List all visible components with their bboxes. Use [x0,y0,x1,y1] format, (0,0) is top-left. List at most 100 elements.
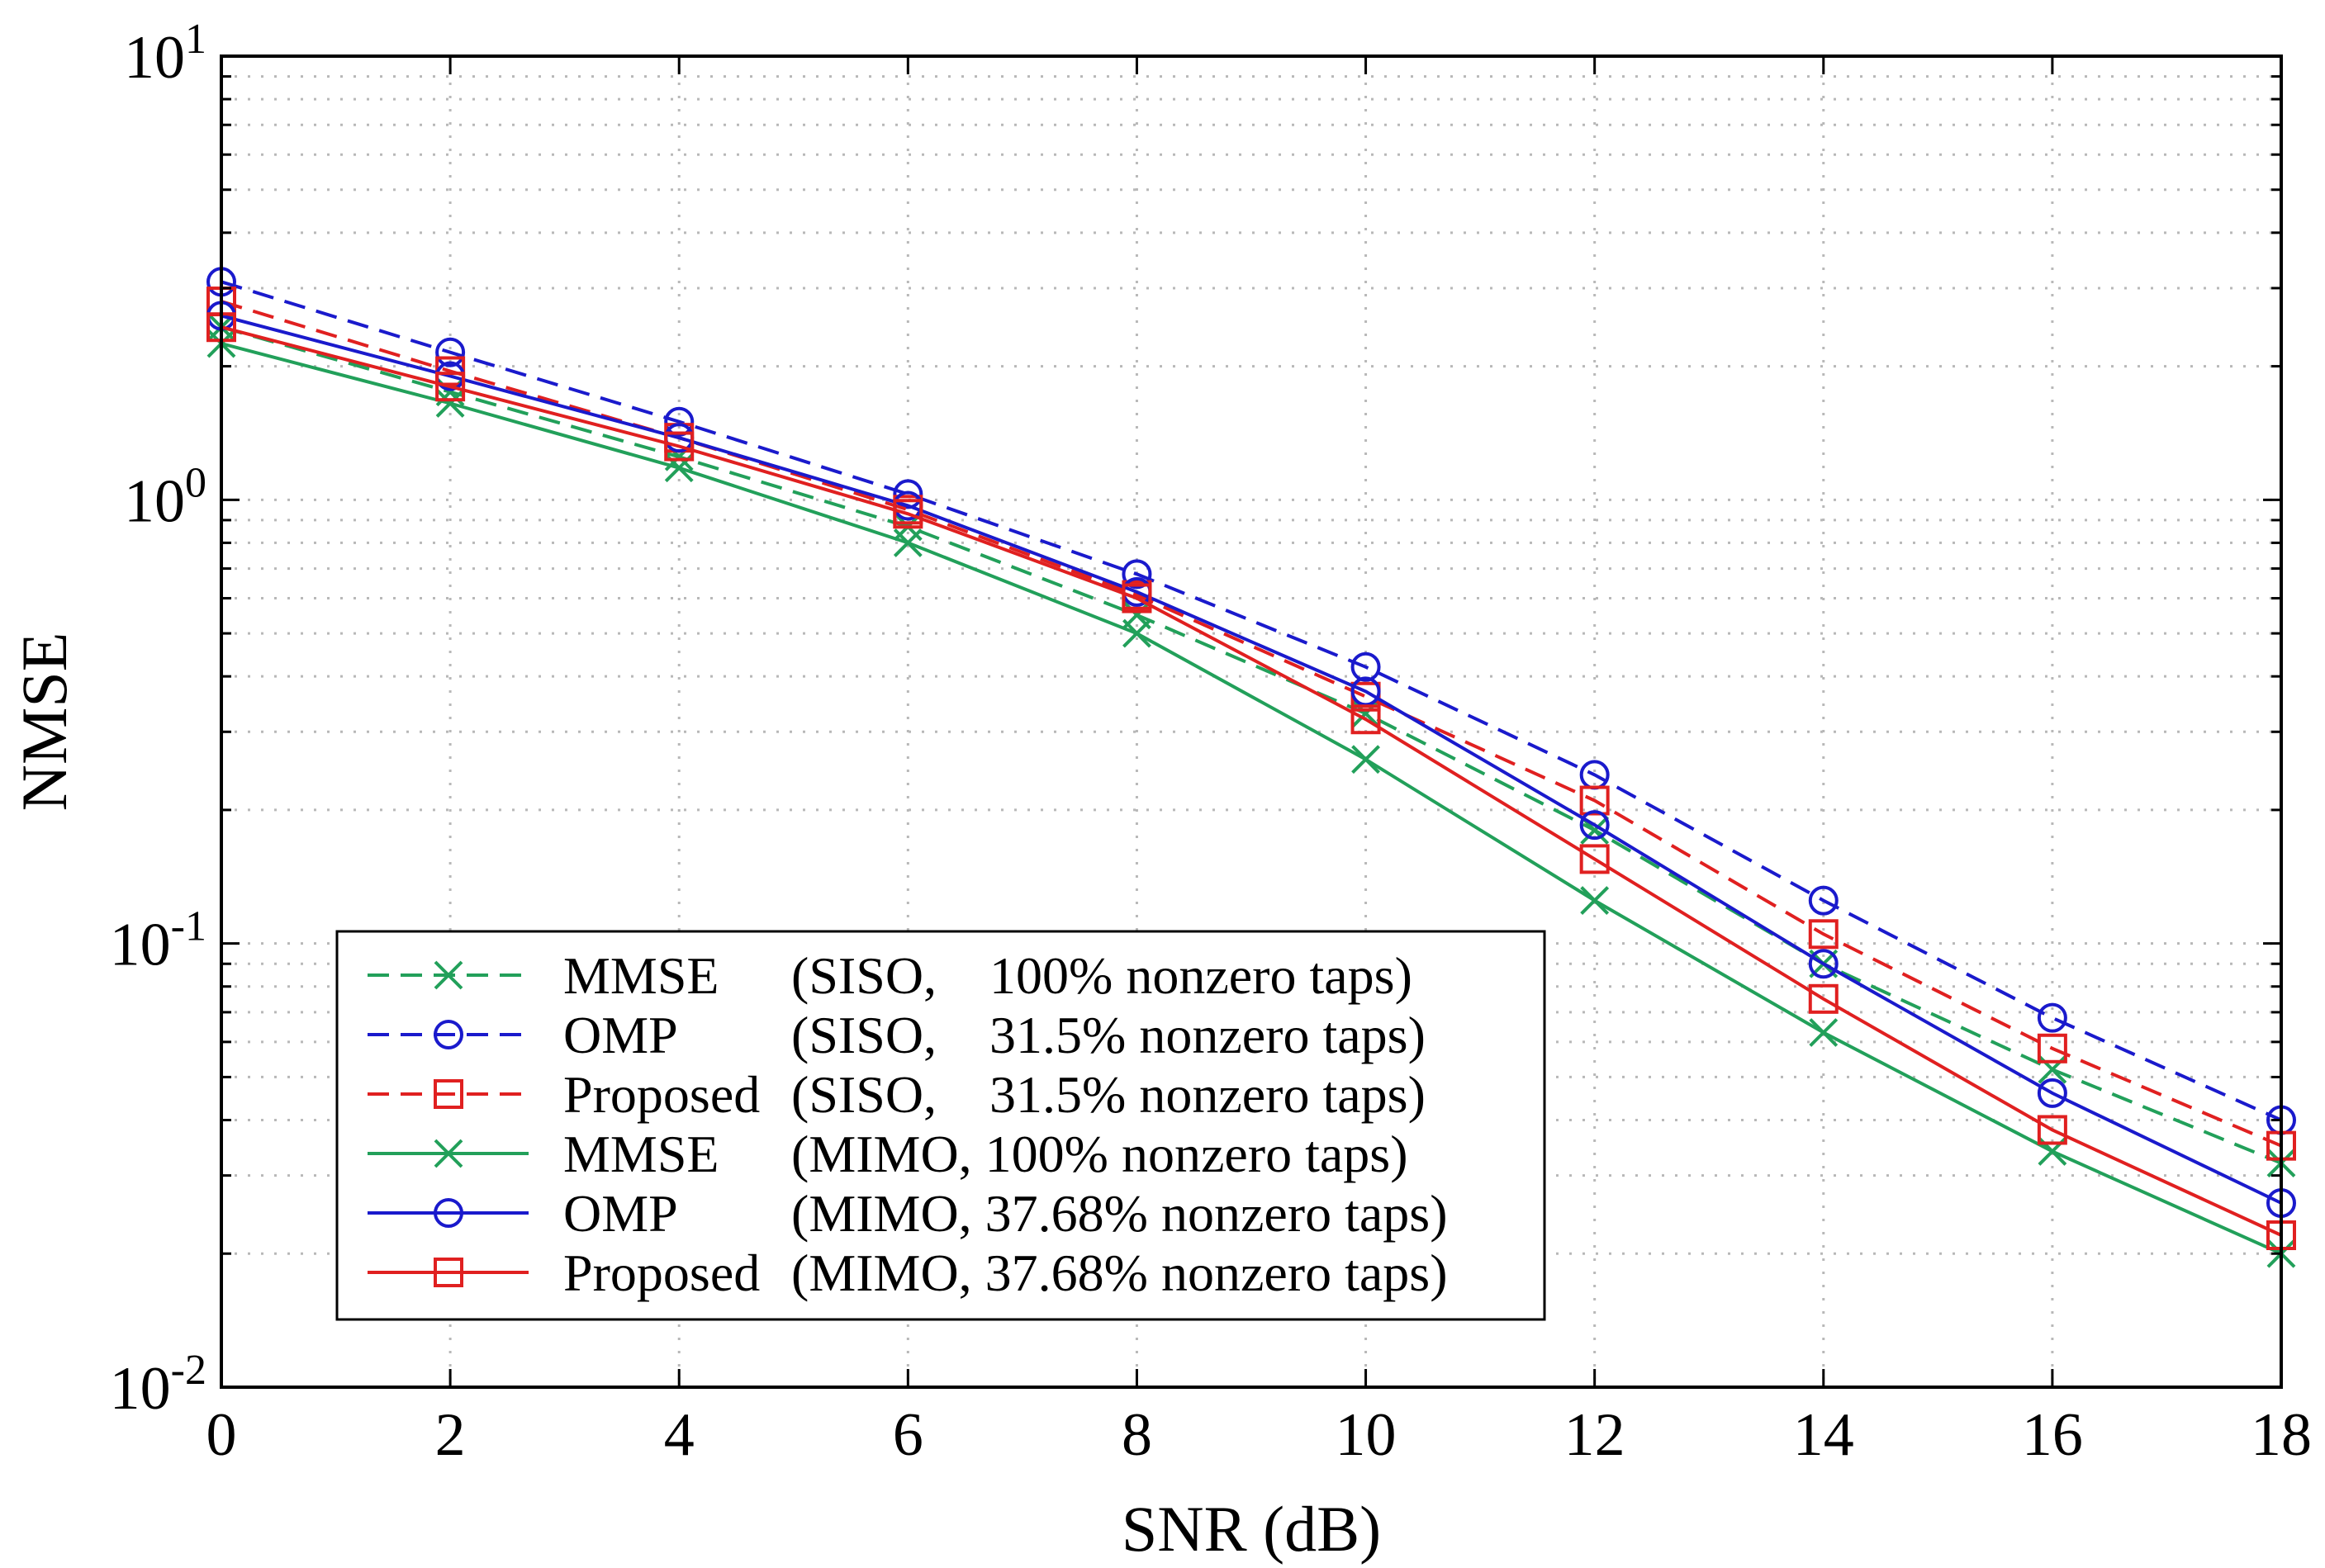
marker-x-stroke [1580,886,1610,916]
x-tick-labels: 0 2 4 6 8 10 12 14 16 18 [206,1401,2313,1469]
series-line [221,325,2282,1165]
y-tick-exponent: -1 [171,903,206,950]
series-line [221,280,2282,1122]
marker-circle [434,1198,463,1228]
series-line [221,300,2282,1148]
marker-x-stroke [435,389,465,418]
axis-ticks [220,54,2283,1389]
marker-square [1579,844,1610,874]
marker-square [435,372,466,402]
legend-config: (MIMO, 37.68% nonzero taps) [791,1244,1448,1302]
marker-x [434,960,463,990]
legend-entry: MMSE (MIMO, 100% nonzero taps) [368,1125,1408,1183]
legend-box [335,930,1546,1321]
marker-square [893,499,923,529]
series-layer [206,267,2296,1268]
series-line [221,314,2282,1205]
y-tick-exponent: -2 [171,1347,206,1394]
legend-name: MMSE [563,1125,719,1183]
marker-x-stroke [434,960,463,990]
plot-frame [220,54,2283,1389]
legend-config: (SISO, 31.5% nonzero taps) [791,1065,1426,1124]
x-axis-label: SNR (dB) [1122,1493,1381,1565]
legend: MMSE (SISO, 100% nonzero taps) OMP (SISO, 3… [335,930,1546,1321]
legend-name: OMP [563,1184,678,1243]
x-tick-label: 12 [1564,1401,1625,1469]
legend-config: (MIMO, 100% nonzero taps) [791,1125,1408,1183]
marker-square [1350,704,1381,735]
marker-circle [1350,651,1381,682]
x-tick-label: 8 [1122,1401,1152,1469]
marker-x [893,528,923,557]
y-axis-label: NMSE [8,632,80,812]
y-tick-base: 10 [110,912,171,979]
marker-square [434,1079,463,1109]
marker-x [1351,745,1380,775]
marker-square [1808,919,1839,950]
y-tick-label: 101 [124,16,206,92]
y-tick-label: 10-1 [110,903,206,979]
y-tick-exponent: 1 [185,16,206,63]
y-tick-exponent: 0 [185,459,206,506]
marker-circle [435,337,466,367]
marker-circle [1579,810,1610,841]
legend-entry: OMP (MIMO, 37.68% nonzero taps) [368,1184,1448,1243]
legend-entry: Proposed (MIMO, 37.68% nonzero taps) [368,1244,1448,1302]
x-tick-label: 4 [664,1401,695,1469]
marker-square [434,1258,463,1287]
legend-config: (SISO, 100% nonzero taps) [791,946,1412,1005]
x-tick-label: 0 [206,1401,237,1469]
x-tick-label: 16 [2022,1401,2083,1469]
marker-x-stroke [1580,816,1610,845]
marker-x-stroke [1122,618,1151,648]
y-tick-base: 10 [124,24,185,92]
marker-x [1122,618,1151,648]
marker-x-stroke [1809,1018,1839,1047]
marker-x [435,389,465,418]
legend-config: (SISO, 31.5% nonzero taps) [791,1006,1426,1064]
legend-name: Proposed [563,1244,760,1302]
legend-name: OMP [563,1006,678,1064]
marker-square [664,431,695,462]
marker-circle [1808,885,1839,916]
marker-circle [2037,1002,2067,1033]
marker-x [1809,1018,1839,1047]
marker-square [1808,983,1839,1014]
marker-square [2037,1033,2067,1063]
marker-circle [2037,1078,2067,1108]
x-tick-label: 6 [893,1401,923,1469]
series-proposed-mimo [206,312,2296,1251]
marker-square [1579,785,1610,816]
marker-x-stroke [1351,745,1380,775]
marker-x [1580,886,1610,916]
marker-circle [1808,949,1839,979]
x-tick-label: 14 [1793,1401,1854,1469]
marker-square [1122,583,1152,613]
marker-square [2037,1115,2067,1145]
marker-circle [434,1020,463,1049]
series-line [221,342,2282,1256]
y-tick-base: 10 [110,1355,171,1423]
series-line [221,325,2282,1237]
marker-x [434,1139,463,1168]
y-tick-label: 10-2 [110,1347,206,1423]
legend-name: MMSE [563,946,719,1005]
marker-circle [664,406,695,437]
y-tick-label: 100 [124,459,206,535]
legend-config: (MIMO, 37.68% nonzero taps) [791,1184,1448,1243]
x-tick-label: 10 [1336,1401,1397,1469]
y-tick-base: 10 [124,467,185,535]
x-tick-label: 2 [435,1401,466,1469]
legend-name: Proposed [563,1065,760,1124]
legend-entry: MMSE (SISO, 100% nonzero taps) [368,946,1412,1005]
legend-entry: OMP (SISO, 31.5% nonzero taps) [368,1006,1426,1064]
legend-entry: Proposed (SISO, 31.5% nonzero taps) [368,1065,1426,1124]
legend-entries: MMSE (SISO, 100% nonzero taps) OMP (SISO, 3… [368,946,1448,1302]
marker-circle [1122,559,1152,590]
x-tick-label: 18 [2251,1401,2312,1469]
marker-x-stroke [434,1139,463,1168]
marker-x-stroke [893,528,923,557]
